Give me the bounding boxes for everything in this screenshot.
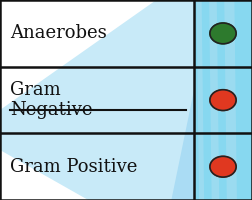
Text: Gram Positive: Gram Positive [10,158,137,176]
Text: Anaerobes: Anaerobes [10,24,107,42]
Circle shape [210,90,236,110]
Polygon shape [209,0,219,200]
Polygon shape [224,0,237,200]
Bar [0,0,194,67]
Circle shape [210,23,236,44]
Text: Negative: Negative [10,101,92,119]
Bar [0,67,194,133]
Polygon shape [197,0,204,200]
Circle shape [210,156,236,177]
Bar [0,133,194,200]
Polygon shape [0,0,194,200]
Polygon shape [131,90,194,200]
Text: Gram: Gram [10,81,61,99]
